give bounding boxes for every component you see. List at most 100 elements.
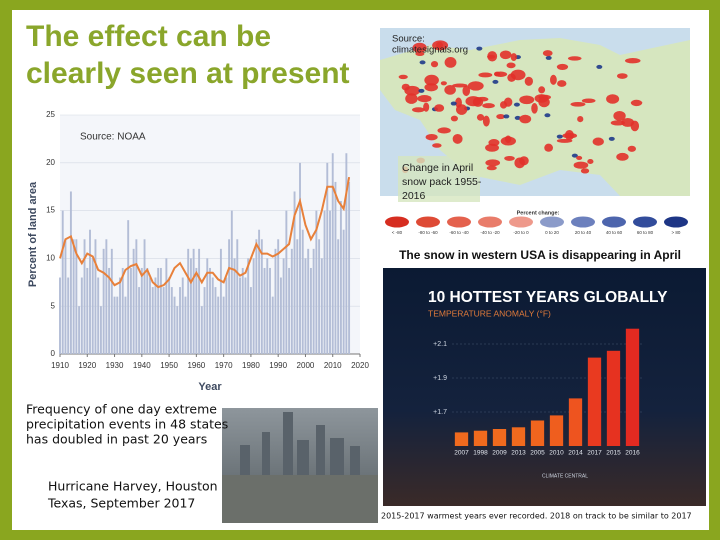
map-dot <box>542 50 553 57</box>
x-tick-label: 1950 <box>160 361 178 370</box>
map-dot <box>412 42 427 53</box>
map-dot <box>450 101 457 106</box>
bar <box>217 296 220 354</box>
map-dot <box>465 96 482 107</box>
map-dot <box>405 93 418 104</box>
legend-swatch <box>540 216 564 228</box>
bar <box>179 287 181 354</box>
bar <box>206 258 209 354</box>
bar <box>345 153 348 354</box>
map-dot <box>450 115 458 122</box>
x-tick-label: 2000 <box>297 361 315 370</box>
map-dot <box>424 74 439 86</box>
map-dot <box>485 159 501 167</box>
legend-label: -80 to -60 <box>418 230 438 235</box>
map-caption: 2016 <box>402 190 426 202</box>
bar <box>110 248 113 354</box>
map-dot <box>425 133 438 141</box>
hot-chart-bg <box>383 268 706 506</box>
bar <box>293 191 296 354</box>
bar <box>277 239 280 354</box>
bar <box>323 210 326 354</box>
legend-swatch <box>602 216 626 228</box>
bar <box>165 258 168 354</box>
bar <box>239 277 241 354</box>
bar <box>116 296 119 354</box>
y-tick-label: 0 <box>51 349 56 358</box>
legend-title: Percent change: <box>517 210 560 216</box>
bar <box>59 277 61 354</box>
bar <box>135 239 138 354</box>
title-line: clearly seen at present <box>26 57 350 90</box>
chart-precipitation: 0 5 10 15 20 25 1910 1920 1930 1940 1950 1960 1970 19… <box>27 110 370 393</box>
bar <box>124 296 127 354</box>
x-tick-label: 2010 <box>549 450 564 457</box>
map-dot <box>545 55 552 60</box>
bar <box>214 287 217 354</box>
bar <box>154 277 157 354</box>
legend-label: 40 to 60 <box>606 230 623 235</box>
legend-label: 20 to 40 <box>575 230 592 235</box>
photo-caption: Texas, September 2017 <box>47 496 195 511</box>
map-dot <box>564 130 574 141</box>
map-dot <box>524 76 533 86</box>
bar <box>170 287 173 354</box>
legend-label: < -80 <box>392 230 403 235</box>
legend-swatch <box>633 216 657 228</box>
map-dot <box>440 81 447 86</box>
map-dot <box>580 168 590 174</box>
legend-label: -60 to -40 <box>449 230 469 235</box>
x-tick-label: 2009 <box>492 450 507 457</box>
bar <box>625 328 640 446</box>
map-dot <box>482 103 495 109</box>
bar <box>113 296 116 354</box>
map-dot <box>430 60 439 68</box>
x-tick-label: 1998 <box>473 450 488 457</box>
bar <box>263 267 266 354</box>
bar <box>492 429 507 446</box>
photo-skyline <box>222 412 378 523</box>
x-tick-label: 1990 <box>269 361 287 370</box>
bar <box>304 258 307 354</box>
map-dot <box>499 50 512 60</box>
bar <box>159 267 162 354</box>
legend-swatch <box>571 216 595 228</box>
map-dots <box>398 40 643 174</box>
chart-subtitle: TEMPERATURE ANOMALY (°F) <box>428 308 551 318</box>
map-dot <box>432 143 442 148</box>
map-dot <box>462 85 471 97</box>
bar <box>236 239 239 354</box>
map-dot <box>514 115 521 120</box>
title-line: The effect can be <box>26 20 271 53</box>
bar <box>72 239 75 354</box>
y-tick-label: +1.9 <box>433 375 447 382</box>
map-dot <box>519 114 532 124</box>
map-dot <box>506 62 516 69</box>
map-dot <box>500 101 508 109</box>
bar <box>140 267 143 354</box>
bar <box>105 239 108 354</box>
bar <box>454 432 469 446</box>
bar <box>181 277 184 354</box>
x-tick-label: 1910 <box>51 361 69 370</box>
map-dot <box>455 104 468 115</box>
bar <box>187 248 190 354</box>
bar <box>67 277 70 354</box>
map-dot <box>487 54 496 59</box>
bar <box>326 162 329 354</box>
bar <box>230 210 233 354</box>
map-dot <box>556 134 563 139</box>
map-dot <box>418 88 425 93</box>
legend-swatch <box>416 216 440 228</box>
map-dot <box>538 86 546 94</box>
bar <box>587 357 602 446</box>
bar <box>151 287 154 354</box>
bar <box>320 258 323 354</box>
bar <box>99 306 102 354</box>
captions: Frequency of one day extremeprecipitatio… <box>26 402 692 521</box>
bar <box>568 398 583 446</box>
bar <box>78 306 81 354</box>
map-dot <box>398 74 408 80</box>
map-headline: The snow in western USA is disappearing … <box>399 248 681 262</box>
bar <box>132 248 135 354</box>
